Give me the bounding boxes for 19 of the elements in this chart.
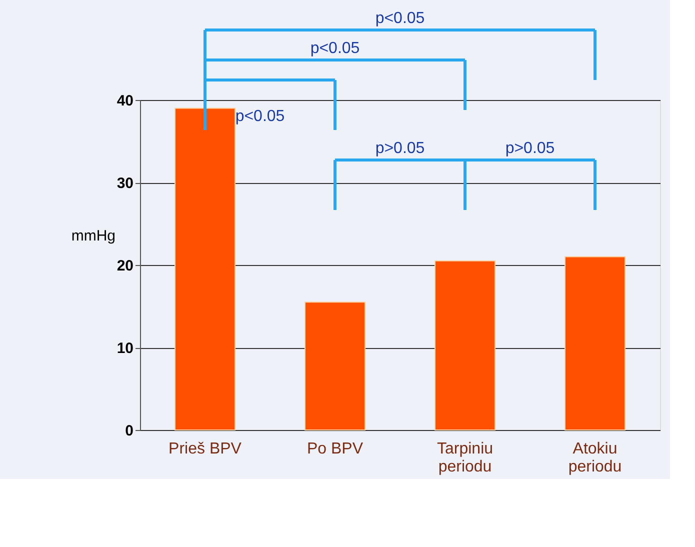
bar: [304, 302, 366, 430]
text: p<0.05: [310, 40, 360, 57]
text: p<0.05: [375, 10, 425, 27]
y-tick-label: 10: [116, 340, 134, 357]
y-tick-label: 20: [116, 258, 134, 274]
y-tick-label: 0: [125, 422, 134, 440]
annotation: p<0.05: [235, 108, 285, 125]
x-tick-label: Po BPV: [306, 440, 364, 458]
y-tick-label: 40: [116, 92, 134, 110]
annotation: p>0.05: [505, 140, 555, 157]
annotation: p>0.05: [375, 140, 425, 157]
y-axis-title: mmHg: [71, 228, 116, 244]
x-tick-label: Tarpiniu periodu: [436, 440, 494, 476]
x-tick-label: Prieš BPV: [168, 440, 242, 458]
bar: [174, 108, 236, 430]
x-tick-label: Atokiu periodu: [568, 440, 622, 476]
bar: [564, 256, 626, 430]
y-tick-label: 30: [116, 175, 134, 192]
bar: [434, 260, 496, 430]
